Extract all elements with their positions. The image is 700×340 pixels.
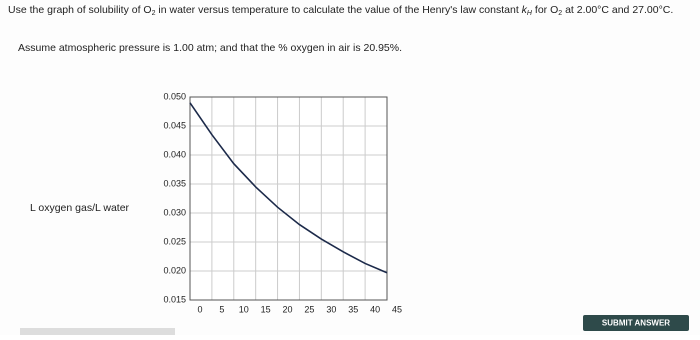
subscript: 2 bbox=[558, 10, 562, 17]
x-tick-label: 20 bbox=[283, 304, 293, 314]
y-tick-label: 0.035 bbox=[163, 178, 186, 188]
question-text: Use the graph of solubility of O bbox=[8, 4, 152, 16]
question-text: k bbox=[522, 4, 528, 16]
y-axis-label: L oxygen gas/L water bbox=[30, 202, 130, 214]
solubility-curve bbox=[189, 102, 388, 274]
y-tick-label: 0.050 bbox=[163, 91, 186, 101]
x-tick-label: 30 bbox=[326, 304, 336, 314]
question-text: for O bbox=[532, 4, 558, 16]
x-tick-label: 10 bbox=[239, 304, 249, 314]
subscript: 2 bbox=[152, 10, 156, 17]
x-tick-label: 5 bbox=[219, 304, 224, 314]
button-bg[interactable] bbox=[583, 315, 689, 331]
question-text: in water versus temperature to calculate… bbox=[155, 4, 521, 16]
question-text: at 2.00°C and 27.00°C. bbox=[562, 4, 673, 16]
x-tick-label: 0 bbox=[197, 304, 202, 314]
x-tick-label: 15 bbox=[261, 304, 271, 314]
x-tick-label: 40 bbox=[370, 304, 380, 314]
subscript: H bbox=[527, 10, 533, 17]
y-tick-label: 0.045 bbox=[163, 120, 186, 130]
y-tick-label: 0.040 bbox=[163, 149, 186, 159]
submit-button[interactable]: SUBMIT ANSWER bbox=[583, 315, 689, 331]
y-tick-label: 0.015 bbox=[163, 294, 186, 304]
x-tick-label: 45 bbox=[392, 304, 402, 314]
input-bar[interactable] bbox=[20, 328, 175, 335]
x-tick-label: 35 bbox=[348, 304, 358, 314]
y-tick-label: 0.030 bbox=[163, 207, 186, 217]
button-label[interactable]: SUBMIT ANSWER bbox=[602, 319, 670, 328]
assumption: Assume atmospheric pressure is 1.00 atm;… bbox=[18, 42, 402, 54]
question: Use the graph of solubility of O2 in wat… bbox=[8, 4, 673, 17]
y-tick-label: 0.020 bbox=[163, 265, 186, 275]
plot-area bbox=[189, 96, 388, 301]
x-tick-label: 25 bbox=[304, 304, 314, 314]
plot-border bbox=[189, 96, 388, 301]
y-tick-label: 0.025 bbox=[163, 236, 186, 246]
